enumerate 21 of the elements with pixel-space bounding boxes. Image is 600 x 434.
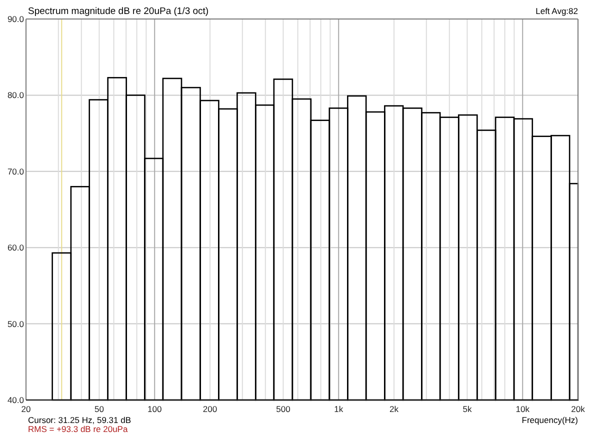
x-tick-label: 20k — [571, 404, 586, 414]
y-tick-label: 50.0 — [7, 318, 24, 329]
x-tick-label: 500 — [276, 404, 291, 414]
x-tick-label: 5k — [462, 404, 472, 414]
y-tick-label: 70.0 — [7, 166, 24, 176]
x-tick-label: 2k — [390, 404, 400, 414]
y-tick-label: 40.0 — [7, 394, 24, 405]
x-tick-label: 50 — [94, 404, 104, 414]
text: RMS = +93.3 dB re 20uPa — [28, 424, 128, 434]
y-tick-label: 80.0 — [7, 90, 24, 100]
chart-title: Spectrum magnitude dB re 20uPa (1/3 oct) — [28, 6, 209, 17]
y-tick-label: 90.0 — [7, 14, 24, 24]
text: Left Avg:82 — [536, 6, 578, 16]
x-tick-label: 200 — [202, 404, 218, 414]
y-tick-label: 60.0 — [7, 242, 24, 253]
x-tick-label: 10k — [516, 404, 530, 414]
x-tick-label: 100 — [148, 404, 162, 414]
x-axis-title: Frequency(Hz) — [522, 415, 578, 425]
x-tick-label: 1k — [334, 404, 344, 414]
x-tick-label: 20 — [21, 404, 31, 414]
text: Cursor: 31.25 Hz, 59.31 dB — [28, 415, 132, 425]
